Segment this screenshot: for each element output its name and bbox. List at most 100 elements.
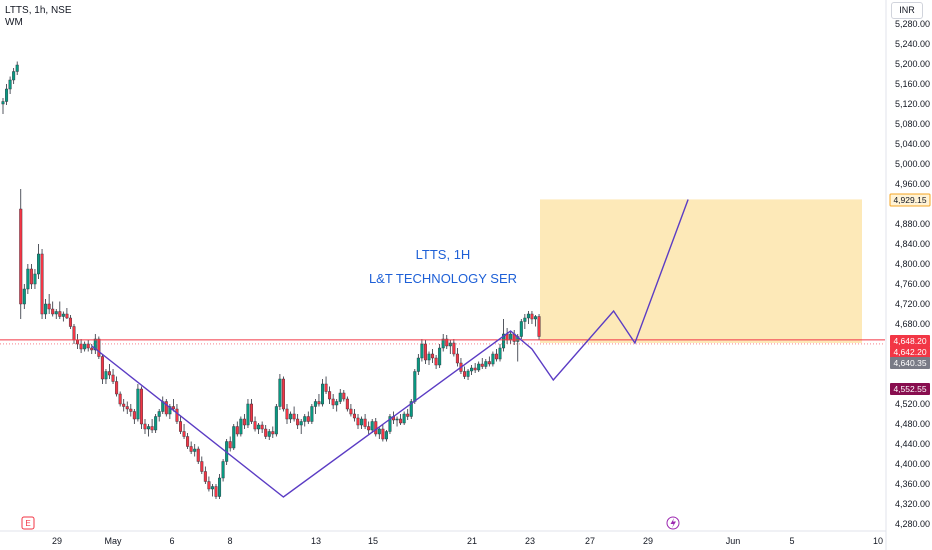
candle xyxy=(278,374,282,410)
candle xyxy=(76,334,80,349)
candle xyxy=(438,344,442,368)
y-tick-label: 4,800.00 xyxy=(895,259,930,269)
candle xyxy=(338,389,342,404)
candle xyxy=(455,348,459,367)
price-label-last: 4,648.20 xyxy=(890,335,930,347)
candle xyxy=(420,339,424,362)
candle xyxy=(431,349,435,363)
candle xyxy=(232,424,236,450)
candle xyxy=(306,411,310,424)
candle xyxy=(79,339,83,353)
earnings-icon[interactable]: E xyxy=(21,516,35,530)
candle xyxy=(122,399,126,412)
x-tick-label: 29 xyxy=(643,536,653,546)
candle xyxy=(342,390,346,402)
candle xyxy=(313,399,317,414)
candle xyxy=(285,404,289,424)
candle xyxy=(196,446,200,464)
y-tick-label: 4,440.00 xyxy=(895,439,930,449)
candle xyxy=(388,414,392,434)
candle xyxy=(19,189,23,319)
candle xyxy=(22,284,26,309)
y-tick-label: 4,760.00 xyxy=(895,279,930,289)
svg-text:E: E xyxy=(25,519,30,528)
candle xyxy=(281,376,285,412)
candle xyxy=(118,391,122,407)
candle xyxy=(292,406,296,422)
y-tick-label: 4,480.00 xyxy=(895,419,930,429)
candle xyxy=(90,344,94,354)
candle xyxy=(210,484,214,497)
candle xyxy=(463,366,467,379)
candle xyxy=(356,414,360,429)
x-tick-label: 13 xyxy=(311,536,321,546)
target-zone xyxy=(540,199,862,343)
candle xyxy=(487,356,491,367)
candle xyxy=(363,414,367,429)
candle xyxy=(29,264,33,289)
candle xyxy=(1,98,5,114)
y-tick-label: 4,880.00 xyxy=(895,219,930,229)
candle xyxy=(44,299,48,319)
candle xyxy=(242,414,246,429)
candle xyxy=(249,399,253,424)
y-tick-label: 4,320.00 xyxy=(895,499,930,509)
candle xyxy=(381,424,385,442)
candle xyxy=(271,426,275,438)
candle xyxy=(502,319,506,352)
candle xyxy=(186,433,190,449)
indicator-label: WM xyxy=(5,17,23,28)
pattern-path-line[interactable] xyxy=(91,199,689,498)
candle xyxy=(143,419,147,434)
candle xyxy=(399,414,403,425)
candle xyxy=(509,331,513,344)
candle xyxy=(470,365,474,375)
candle xyxy=(264,425,268,439)
candle xyxy=(164,399,168,417)
candle xyxy=(494,349,498,362)
y-tick-label: 5,240.00 xyxy=(895,39,930,49)
candle xyxy=(5,84,9,105)
candle xyxy=(147,424,151,437)
candle xyxy=(289,411,293,423)
candle xyxy=(228,436,232,452)
x-tick-label: 29 xyxy=(52,536,62,546)
candle xyxy=(452,339,456,357)
candle xyxy=(526,311,530,324)
y-tick-label: 5,080.00 xyxy=(895,119,930,129)
annotation-title: LTTS, 1H xyxy=(415,247,471,262)
candle xyxy=(310,404,314,424)
candle xyxy=(189,441,193,454)
candle xyxy=(534,315,538,327)
candle xyxy=(491,351,495,367)
candle xyxy=(86,340,90,352)
candle xyxy=(402,411,406,425)
candle xyxy=(466,369,470,380)
candle xyxy=(37,244,41,279)
candle xyxy=(267,429,271,440)
y-tick-label: 4,720.00 xyxy=(895,299,930,309)
x-tick-label: 27 xyxy=(585,536,595,546)
candle xyxy=(83,341,87,352)
candle xyxy=(200,456,204,474)
dividend-icon[interactable] xyxy=(666,516,680,530)
candle xyxy=(406,409,410,420)
candle xyxy=(274,404,278,437)
candle xyxy=(15,61,19,75)
x-tick-label: 21 xyxy=(467,536,477,546)
candle xyxy=(445,335,449,349)
candle xyxy=(129,404,133,417)
candle xyxy=(303,414,307,427)
candle xyxy=(26,264,30,294)
candle xyxy=(239,416,243,437)
candle xyxy=(423,340,427,364)
y-tick-label: 4,520.00 xyxy=(895,399,930,409)
candle xyxy=(136,384,140,422)
candle xyxy=(505,328,509,344)
candle xyxy=(370,419,374,433)
candle xyxy=(416,354,420,375)
currency-button[interactable]: INR xyxy=(891,2,923,19)
candle xyxy=(519,319,523,339)
candle xyxy=(8,76,12,94)
